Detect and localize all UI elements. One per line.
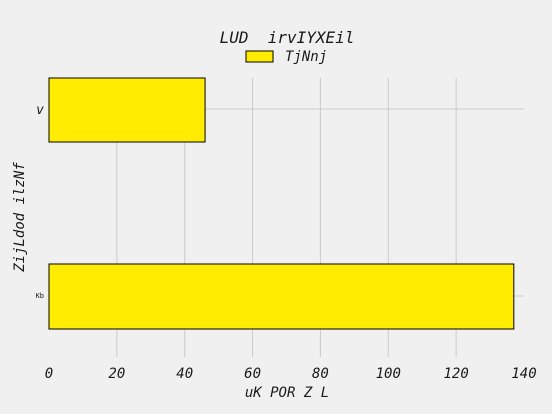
bar-v — [48, 77, 206, 143]
x-tick-label: 0 — [45, 366, 53, 382]
y-tick-label: Kb — [36, 292, 44, 300]
x-tick-label: 100 — [376, 366, 401, 382]
x-tick-label: 60 — [244, 366, 261, 382]
x-axis-label: uK POR Z L — [245, 385, 329, 401]
legend-swatch — [245, 50, 274, 63]
x-tick-label: 20 — [108, 366, 125, 382]
bars — [48, 77, 515, 330]
x-tick-label: 40 — [176, 366, 193, 382]
x-tick-label: 120 — [443, 366, 468, 382]
chart-title: LUD irvIYXEil — [220, 28, 355, 47]
x-tick-label: 140 — [511, 366, 536, 382]
y-tick-labels: v Kb — [36, 103, 45, 300]
legend: TjNnj — [245, 49, 327, 65]
x-tick-labels: 0 20 40 60 80 100 120 140 — [45, 366, 537, 382]
y-axis-label: ZijLdod ilzNf — [12, 162, 28, 273]
bar-kb — [48, 263, 515, 330]
x-tick-label: 80 — [312, 366, 329, 382]
y-tick-label: v — [36, 103, 44, 118]
legend-label: TjNnj — [285, 49, 327, 65]
